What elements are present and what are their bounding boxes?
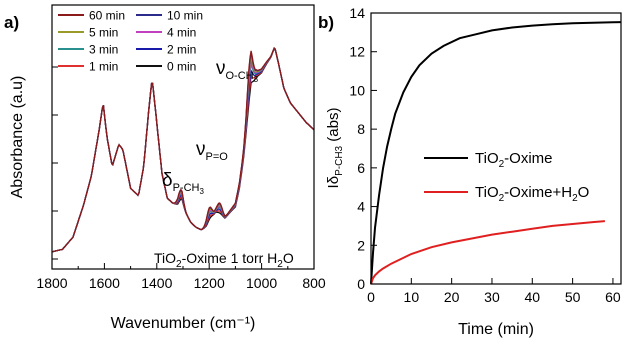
legend-label: 10 min: [167, 9, 203, 23]
legend-label-part: O: [578, 184, 590, 201]
y-tick-label: 14: [349, 5, 365, 21]
panel-b-plot-frame: [370, 12, 622, 285]
x-tick-label: 1200: [194, 275, 225, 291]
panel-a: a) 60 min 10 min 5 min 4 min 3 min 2 min 1 min…: [4, 4, 326, 332]
legend-label: 2 min: [167, 43, 196, 57]
peak-symbol: δ: [162, 170, 173, 191]
spectrum-line: [51, 47, 315, 253]
spectrum-line: [51, 47, 315, 253]
legend-label: 1 min: [89, 60, 118, 74]
y-title-subscript: P-CH3: [334, 145, 345, 175]
legend-label: 5 min: [89, 26, 118, 40]
peak-label-nu-p-o: νP=O: [196, 139, 228, 163]
annotation-subscript: 2: [277, 259, 283, 270]
x-tick-label: 10: [404, 289, 420, 305]
spectrum-line: [51, 47, 315, 253]
peak-subscript-digit: 3: [254, 75, 259, 84]
x-tick-label: 50: [565, 289, 581, 305]
legend-label-part: TiO: [475, 184, 499, 201]
panel-a-spectra: [51, 46, 315, 253]
spectrum-line: [51, 47, 315, 253]
x-tick-label: 20: [444, 289, 460, 305]
panel-b-x-axis-title: Time (min): [458, 321, 534, 338]
peak-subscript: O-CH: [226, 70, 254, 82]
y-tick-label: 10: [349, 82, 365, 98]
panel-b-y-axis-title: IδP-CH3 (abs): [325, 108, 345, 189]
annotation-part: -Oxime 1 torr H: [182, 250, 278, 266]
peak-symbol: ν: [196, 139, 206, 160]
legend-label: 4 min: [167, 26, 196, 40]
series-line: [370, 220, 605, 285]
legend-label: 0 min: [167, 60, 196, 74]
legend-label: TiO2-Oxime: [475, 150, 553, 170]
peak-label-delta-p-ch3: δP-CH3: [162, 170, 204, 196]
y-title-delta: δ: [325, 176, 342, 184]
spectrum-line: [51, 46, 315, 253]
y-title-i: I: [325, 184, 342, 188]
x-tick-label: 1600: [89, 275, 120, 291]
panel-b-x-axis: 0 10 20 30 40 50 60: [367, 278, 621, 305]
legend-label-part: 2: [499, 193, 505, 204]
y-tick-label: 8: [357, 121, 365, 137]
annotation-subscript: 2: [176, 259, 182, 270]
y-tick-label: 2: [357, 237, 365, 253]
panel-a-label: a): [4, 13, 19, 32]
spectrum-line: [51, 47, 315, 253]
x-tick-label: 800: [302, 275, 326, 291]
legend-label-part: 2: [499, 159, 505, 170]
x-tick-label: 60: [605, 289, 621, 305]
x-tick-label: 0: [367, 289, 375, 305]
panel-a-y-axis: [52, 66, 58, 260]
y-tick-label: 12: [349, 44, 365, 60]
y-tick-label: 4: [357, 199, 365, 215]
peak-subscript: P-CH: [173, 182, 200, 194]
y-title-units: (abs): [325, 108, 342, 146]
peak-subscript-digit: 3: [199, 187, 204, 196]
panel-a-condition-label: TiO2-Oxime 1 torr H2O: [154, 250, 294, 270]
peak-symbol: ν: [216, 58, 226, 79]
legend-label: 60 min: [89, 9, 125, 23]
series-line: [370, 21, 622, 285]
peak-subscript: P=O: [206, 151, 229, 163]
annotation-part: O: [283, 250, 294, 266]
panel-b-y-axis: 0 2 4 6 8 10 12 14: [349, 5, 377, 292]
x-tick-label: 1000: [246, 275, 277, 291]
x-tick-label: 40: [525, 289, 541, 305]
peak-label-nu-o-ch3: νO-CH3: [216, 58, 259, 84]
panel-a-legend: 60 min 10 min 5 min 4 min 3 min 2 min 1 min 0 m…: [58, 9, 203, 74]
y-tick-label: 0: [357, 276, 365, 292]
legend-label-part: 2: [572, 193, 578, 204]
panel-a-x-axis: 1800 1600 1400 1200 1000 800: [36, 263, 326, 291]
y-tick-label: 6: [357, 160, 365, 176]
panel-b-label: b): [318, 13, 334, 32]
x-tick-label: 30: [484, 289, 500, 305]
legend-label: TiO2-Oxime+H2O: [475, 184, 589, 204]
spectrum-line: [51, 47, 315, 253]
legend-label-part: -Oxime: [504, 150, 552, 167]
panel-a-y-axis-title: Absorbance (a.u): [9, 76, 26, 199]
x-tick-label: 1800: [36, 275, 67, 291]
annotation-part: TiO: [154, 250, 176, 266]
x-tick-label: 1400: [141, 275, 172, 291]
legend-label-part: -Oxime+H: [504, 184, 572, 201]
panel-a-x-axis-title: Wavenumber (cm⁻¹): [111, 315, 256, 332]
legend-label-part: TiO: [475, 150, 499, 167]
spectrum-line: [51, 47, 315, 253]
legend-label: 3 min: [89, 43, 118, 57]
panel-b-curves: [370, 21, 622, 285]
